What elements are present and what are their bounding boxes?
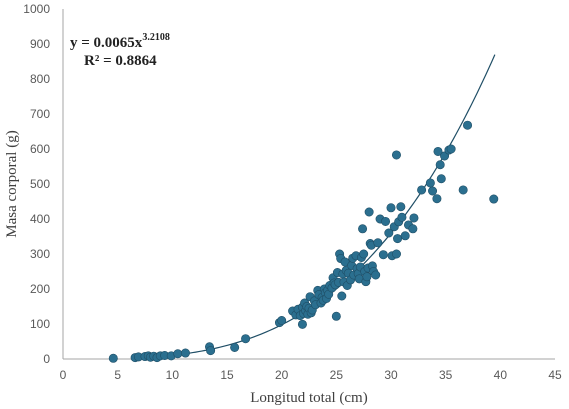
y-tick-label: 400 — [30, 212, 50, 226]
data-point — [428, 186, 438, 196]
y-tick-label: 500 — [30, 177, 50, 191]
data-point — [393, 234, 403, 244]
data-point — [384, 228, 394, 238]
y-tick-label: 600 — [30, 142, 50, 156]
data-points — [108, 120, 499, 363]
data-point — [409, 213, 419, 223]
data-point — [364, 207, 374, 217]
x-tick-label: 10 — [166, 368, 180, 382]
trendline-equation-exponent: 3.2108 — [142, 32, 170, 43]
data-point — [373, 238, 383, 248]
trendline — [139, 54, 496, 359]
data-point — [391, 249, 401, 259]
data-point — [277, 315, 287, 325]
data-point — [432, 194, 442, 204]
data-point — [381, 216, 391, 226]
data-point — [358, 224, 368, 234]
data-point — [180, 348, 190, 358]
data-point — [463, 120, 473, 130]
trendline-r-squared: R² = 0.8864 — [84, 53, 157, 69]
y-tick-label: 300 — [30, 247, 50, 261]
data-point — [446, 144, 456, 154]
y-tick-label: 0 — [43, 352, 50, 366]
trendline-equation: y = 0.0065x3.2108 — [70, 32, 170, 51]
data-point — [396, 202, 406, 212]
trendline-equation-prefix: y = 0.0065x — [70, 35, 143, 51]
x-tick-label: 15 — [220, 368, 234, 382]
x-axis-title: Longitud total (cm) — [250, 390, 367, 406]
data-point — [489, 194, 499, 204]
data-point — [458, 185, 468, 195]
data-point — [297, 319, 307, 329]
data-point — [331, 311, 341, 321]
data-point — [206, 346, 216, 356]
data-point — [397, 212, 407, 222]
data-point — [108, 353, 118, 363]
data-point — [359, 249, 369, 259]
x-tick-label: 45 — [548, 368, 562, 382]
data-point — [436, 174, 446, 184]
trendline-curve — [139, 54, 496, 359]
data-point — [400, 231, 410, 241]
x-tick-label: 35 — [439, 368, 453, 382]
data-point — [173, 349, 183, 359]
y-tick-label: 800 — [30, 72, 50, 86]
data-point — [391, 150, 401, 160]
x-tick-label: 5 — [114, 368, 121, 382]
data-point — [337, 291, 347, 301]
data-point — [241, 334, 251, 344]
x-tick-label: 40 — [494, 368, 508, 382]
y-tick-label: 900 — [30, 37, 50, 51]
data-point — [417, 185, 427, 195]
data-point — [433, 146, 443, 156]
data-point — [378, 250, 388, 260]
y-axis-title: Masa corporal (g) — [4, 130, 20, 237]
x-tick-label: 25 — [330, 368, 344, 382]
y-tick-label: 200 — [30, 282, 50, 296]
y-tick-label: 1000 — [23, 2, 50, 16]
y-tick-label: 700 — [30, 107, 50, 121]
data-point — [371, 270, 381, 280]
data-point — [362, 272, 372, 282]
data-point — [435, 160, 445, 170]
y-tick-label: 100 — [30, 317, 50, 331]
data-point — [386, 203, 396, 213]
tick-labels: 0 5 10 15 20 25 30 35 40 45 0 100 200 300 400 500 600 700… — [23, 2, 562, 382]
data-point — [230, 342, 240, 352]
data-point — [408, 224, 418, 234]
x-tick-label: 30 — [384, 368, 398, 382]
x-tick-label: 0 — [60, 368, 67, 382]
data-point — [425, 178, 435, 188]
x-tick-label: 20 — [275, 368, 289, 382]
